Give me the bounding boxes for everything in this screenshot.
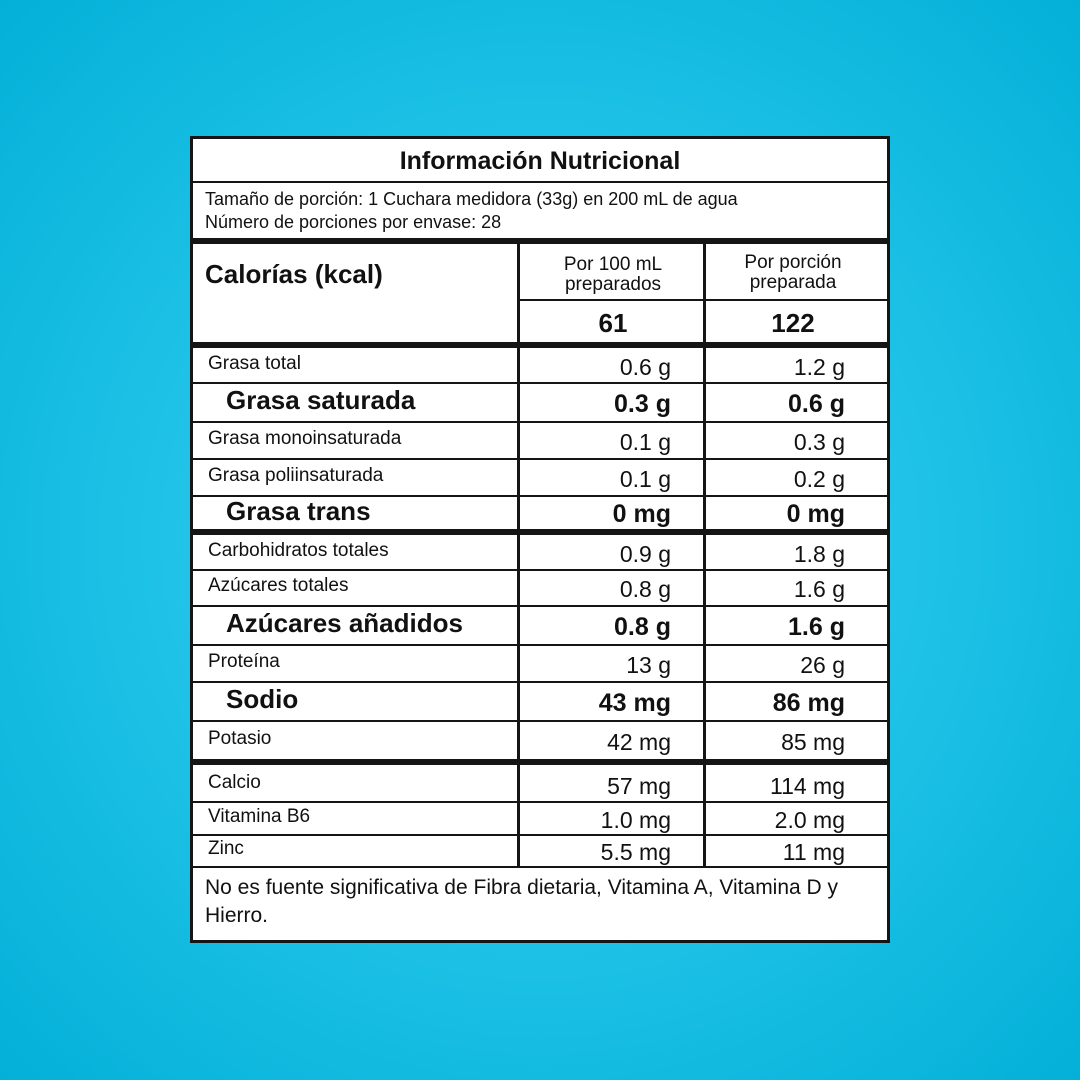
row-divider: [193, 382, 890, 384]
row-divider: [193, 834, 890, 836]
nutrient-value-per-100ml: 0.1 g: [619, 428, 671, 455]
row-divider: [193, 801, 890, 803]
nutrient-label: Potasio: [208, 727, 272, 749]
column-header-per-serving: Por porción preparada: [744, 252, 842, 293]
nutrient-label: Grasa trans: [226, 495, 371, 526]
column-divider: [703, 244, 706, 866]
nutrient-value-per-100ml: 57 mg: [607, 773, 671, 800]
nutrient-value-per-serving: 1.8 g: [793, 540, 845, 567]
nutrient-label: Carbohidratos totales: [208, 539, 389, 561]
row-divider: [193, 569, 890, 571]
nutrient-value-per-100ml: 1.0 mg: [600, 806, 671, 833]
nutrient-label: Proteína: [208, 650, 280, 672]
nutrient-value-per-serving: 86 mg: [772, 688, 845, 717]
nutrient-value-per-serving: 1.6 g: [788, 612, 845, 641]
nutrient-label: Azúcares totales: [208, 575, 349, 597]
row-divider: [193, 529, 887, 535]
nutrient-label: Calcio: [208, 772, 261, 794]
nutrient-value-per-100ml: 0.8 g: [619, 576, 671, 603]
nutrient-value-per-100ml: 0.6 g: [619, 354, 671, 381]
nutrient-value-per-serving: 0 mg: [786, 500, 845, 529]
footnote: No es fuente significativa de Fibra diet…: [205, 876, 839, 927]
row-divider: [193, 495, 890, 497]
nutrient-label: Grasa poliinsaturada: [208, 464, 384, 486]
nutrient-value-per-100ml: 0.9 g: [619, 540, 671, 567]
nutrient-value-per-serving: 1.2 g: [793, 354, 845, 381]
serving-size: Tamaño de porción: 1 Cuchara medidora (3…: [205, 189, 738, 209]
row-divider: [193, 681, 890, 683]
thick-divider: [193, 238, 887, 244]
nutrient-value-per-100ml: 0.3 g: [614, 389, 671, 418]
thick-divider: [193, 342, 887, 348]
nutrition-facts-label: Información Nutricional Tamaño de porció…: [190, 136, 890, 943]
nutrient-value-per-serving: 0.3 g: [793, 428, 845, 455]
calories-per-100ml: 61: [598, 308, 628, 338]
row-divider: [193, 866, 890, 868]
column-header-per-100ml: Por 100 mL preparados: [563, 254, 663, 295]
nutrient-value-per-serving: 2.0 mg: [774, 806, 845, 833]
nutrient-label: Sodio: [226, 684, 299, 715]
divider: [193, 181, 887, 183]
row-divider: [193, 644, 890, 646]
nutrient-value-per-100ml: 42 mg: [607, 728, 671, 755]
nutrient-value-per-serving: 0.2 g: [793, 465, 845, 492]
nutrient-label: Zinc: [208, 838, 244, 860]
row-divider: [193, 720, 890, 722]
nutrient-value-per-100ml: 43 mg: [598, 688, 671, 717]
nutrient-value-per-100ml: 13 g: [626, 651, 671, 678]
label-title: Información Nutricional: [399, 147, 681, 175]
nutrient-value-per-serving: 114 mg: [769, 773, 845, 800]
nutrient-label: Grasa monoinsaturada: [208, 427, 402, 449]
nutrient-value-per-serving: 1.6 g: [793, 576, 845, 603]
row-divider: [193, 421, 890, 423]
servings-per-container: Número de porciones por envase: 28: [205, 212, 502, 232]
row-divider: [193, 605, 890, 607]
nutrient-value-per-serving: 0.6 g: [788, 389, 845, 418]
calories-per-serving: 122: [771, 308, 815, 338]
nutrient-value-per-100ml: 0.1 g: [619, 465, 671, 492]
nutrient-label: Grasa saturada: [226, 385, 416, 416]
nutrient-label: Vitamina B6: [208, 805, 311, 827]
nutrient-value-per-100ml: 0.8 g: [614, 612, 671, 641]
nutrient-label: Azúcares añadidos: [226, 608, 463, 639]
row-divider: [193, 458, 890, 460]
nutrient-value-per-serving: 26 g: [800, 651, 845, 678]
nutrient-value-per-serving: 11 mg: [782, 839, 845, 866]
calories-label: Calorías (kcal): [205, 259, 383, 289]
nutrient-value-per-100ml: 0 mg: [612, 500, 671, 529]
nutrient-value-per-serving: 85 mg: [781, 728, 845, 755]
nutrient-value-per-100ml: 5.5 mg: [600, 839, 671, 866]
nutrient-label: Grasa total: [208, 353, 301, 375]
column-divider: [517, 244, 520, 866]
row-divider: [193, 759, 887, 765]
